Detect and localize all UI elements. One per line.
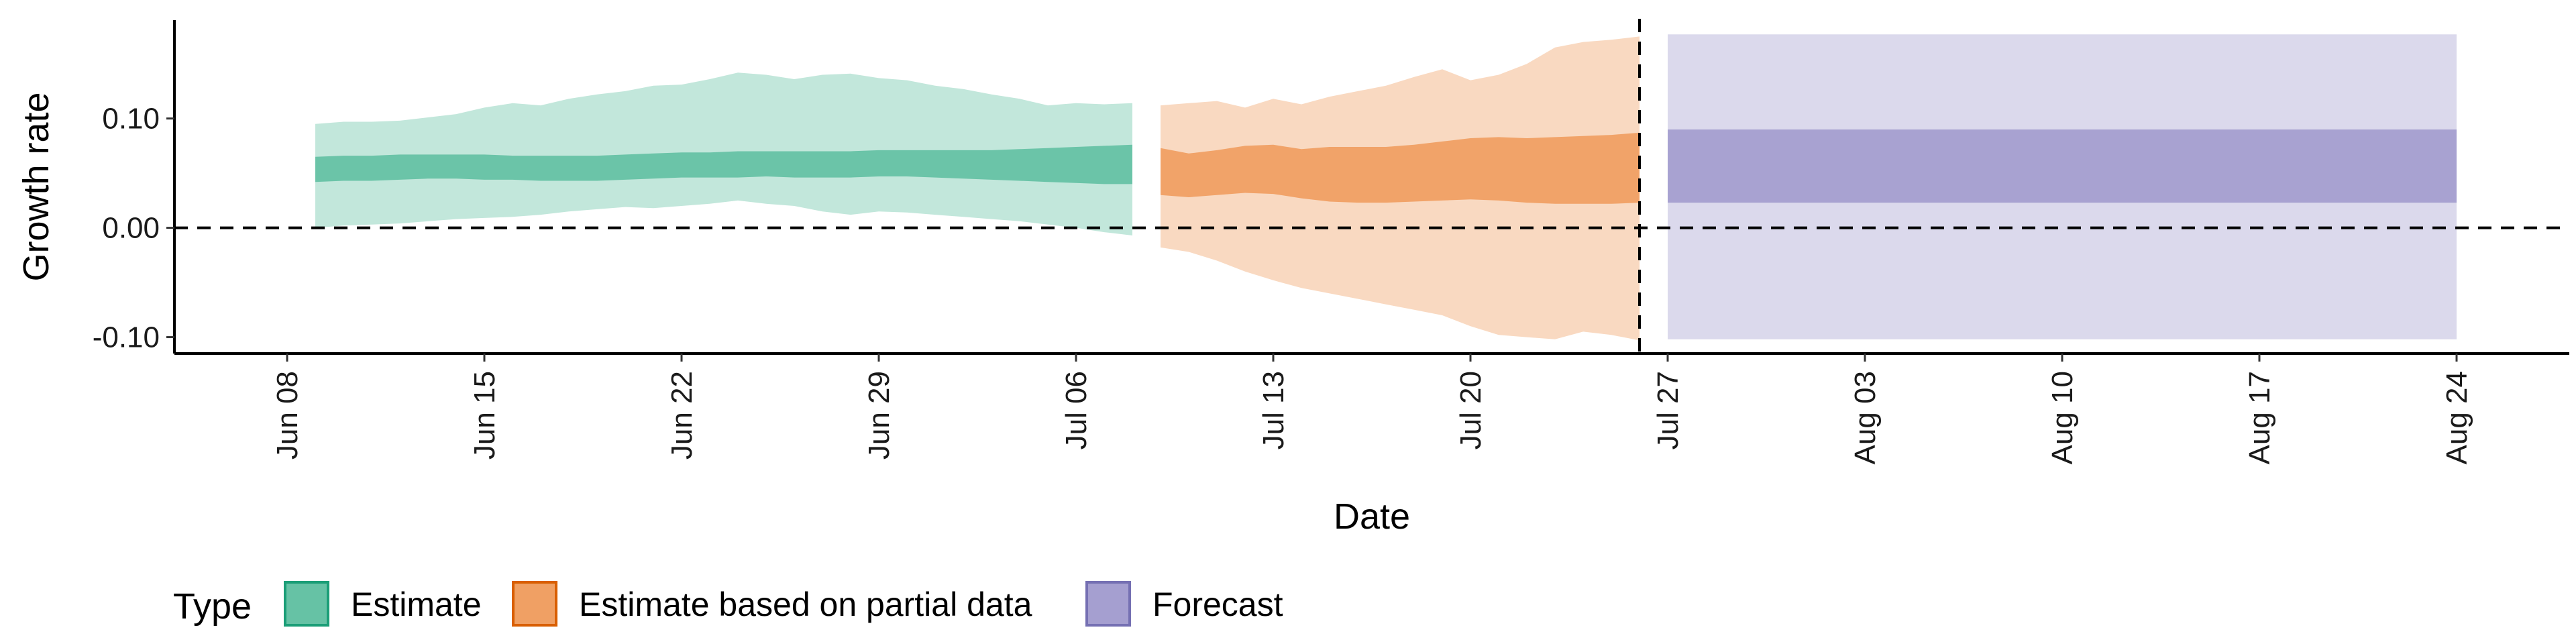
y-tick-label: 0.10 bbox=[102, 103, 160, 136]
x-tick-label: Jun 22 bbox=[665, 371, 698, 460]
bands-layer bbox=[315, 34, 2457, 341]
legend-key-forecast bbox=[1085, 581, 1131, 627]
legend-label-estimate-based-on-partial-data: Estimate based on partial data bbox=[579, 586, 1032, 623]
x-axis-title: Date bbox=[1334, 496, 1410, 537]
y-tick-label: -0.10 bbox=[93, 321, 160, 354]
reference-lines bbox=[174, 19, 2569, 354]
x-tick-label: Jul 20 bbox=[1454, 371, 1487, 449]
x-tick-label: Aug 10 bbox=[2046, 371, 2079, 464]
legend-key-estimate bbox=[284, 581, 329, 627]
legend-label-estimate: Estimate bbox=[351, 586, 482, 623]
forecast-inner-band bbox=[1668, 129, 2457, 203]
x-tick-label: Jul 06 bbox=[1060, 371, 1093, 449]
x-tick-label: Jun 29 bbox=[863, 371, 896, 460]
y-tick-label: 0.00 bbox=[102, 212, 160, 245]
x-tick-label: Jun 15 bbox=[468, 371, 501, 460]
x-tick-label: Jul 27 bbox=[1652, 371, 1684, 449]
estimate-inner-band bbox=[315, 144, 1132, 184]
x-tick-label: Aug 24 bbox=[2440, 371, 2473, 464]
axes: -0.10 0.00 0.10 Jun 08 Jun 15 Jun 22 Jun 29 Jul… bbox=[93, 20, 2569, 464]
x-tick-label: Jul 13 bbox=[1257, 371, 1290, 449]
legend-label-forecast: Forecast bbox=[1152, 586, 1283, 623]
legend: Type Estimate Estimate based on partial d… bbox=[173, 581, 1283, 627]
x-tick-label: Aug 17 bbox=[2243, 371, 2276, 464]
y-axis-title: Growth rate bbox=[16, 92, 56, 281]
estimate-based-on-partial-data-inner-band bbox=[1161, 132, 1640, 204]
legend-title: Type bbox=[173, 586, 252, 627]
x-tick-label: Jun 08 bbox=[271, 371, 304, 460]
legend-key-estimate-based-on-partial-data bbox=[512, 581, 557, 627]
x-tick-label: Aug 03 bbox=[1849, 371, 1882, 464]
